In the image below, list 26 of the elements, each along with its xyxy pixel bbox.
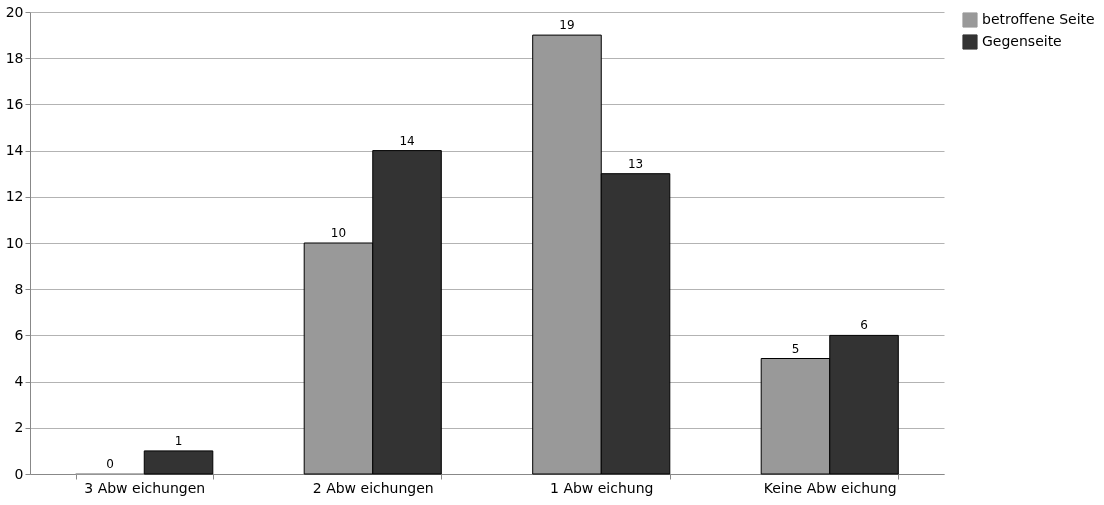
y-tick-label: 14 — [5, 142, 24, 159]
x-tick-label: 2 Abw eichungen — [312, 479, 434, 496]
y-tick-label: 10 — [5, 234, 24, 251]
legend-label: betroffene Seite — [982, 11, 1095, 27]
y-tick-label: 16 — [5, 95, 24, 112]
y-tick-label: 2 — [14, 419, 24, 436]
data-label: 1 — [174, 433, 183, 448]
y-tick-label: 18 — [5, 49, 24, 66]
data-label: 0 — [106, 457, 114, 471]
data-label: 5 — [791, 341, 800, 356]
x-tick-label: 1 Abw eichung — [550, 479, 654, 496]
data-label: 6 — [860, 318, 868, 333]
bar — [143, 450, 214, 475]
data-label: 14 — [399, 133, 415, 148]
x-tick-label: Keine Abw eichung — [763, 479, 897, 496]
y-tick-label: 4 — [14, 373, 24, 390]
y-tick-label: 12 — [5, 188, 24, 205]
y-tick-label: 6 — [14, 326, 24, 343]
y-tick-label: 8 — [14, 280, 24, 297]
legend-label: Gegenseite — [982, 33, 1062, 49]
data-label: 10 — [330, 226, 347, 240]
y-tick-label: 0 — [14, 465, 24, 482]
data-label: 19 — [559, 18, 575, 33]
y-tick-label: 20 — [5, 3, 24, 20]
x-tick-label: 3 Abw eichungen — [84, 479, 206, 496]
data-label: 13 — [627, 156, 644, 171]
